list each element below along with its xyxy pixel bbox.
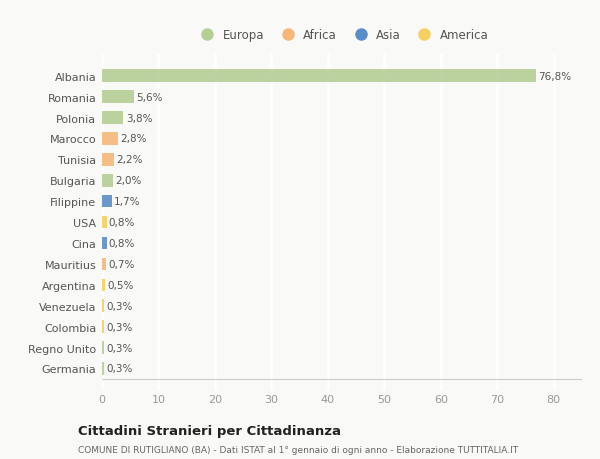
Bar — [102, 133, 118, 146]
Text: 3,8%: 3,8% — [126, 113, 152, 123]
Text: 0,8%: 0,8% — [109, 239, 135, 248]
Text: COMUNE DI RUTIGLIANO (BA) - Dati ISTAT al 1° gennaio di ogni anno - Elaborazione: COMUNE DI RUTIGLIANO (BA) - Dati ISTAT a… — [78, 445, 518, 454]
Text: 2,2%: 2,2% — [116, 155, 143, 165]
Text: 0,8%: 0,8% — [109, 218, 135, 228]
Bar — [102, 300, 104, 312]
Bar — [102, 91, 134, 104]
Bar — [102, 279, 105, 291]
Bar — [102, 174, 113, 187]
Text: 0,3%: 0,3% — [106, 301, 133, 311]
Text: 2,0%: 2,0% — [116, 176, 142, 186]
Text: 0,3%: 0,3% — [106, 364, 133, 374]
Text: Cittadini Stranieri per Cittadinanza: Cittadini Stranieri per Cittadinanza — [78, 424, 341, 437]
Bar — [102, 216, 107, 229]
Legend: Europa, Africa, Asia, America: Europa, Africa, Asia, America — [191, 24, 493, 46]
Bar — [102, 70, 536, 83]
Text: 0,3%: 0,3% — [106, 322, 133, 332]
Bar — [102, 341, 104, 354]
Text: 0,5%: 0,5% — [107, 280, 133, 290]
Bar — [102, 237, 107, 250]
Text: 76,8%: 76,8% — [538, 72, 571, 82]
Bar — [102, 363, 104, 375]
Bar — [102, 112, 124, 124]
Bar — [102, 321, 104, 333]
Text: 0,3%: 0,3% — [106, 343, 133, 353]
Bar — [102, 196, 112, 208]
Bar — [102, 258, 106, 271]
Text: 1,7%: 1,7% — [114, 197, 140, 207]
Bar — [102, 154, 115, 166]
Text: 2,8%: 2,8% — [120, 134, 146, 144]
Text: 0,7%: 0,7% — [108, 259, 134, 269]
Text: 5,6%: 5,6% — [136, 92, 163, 102]
